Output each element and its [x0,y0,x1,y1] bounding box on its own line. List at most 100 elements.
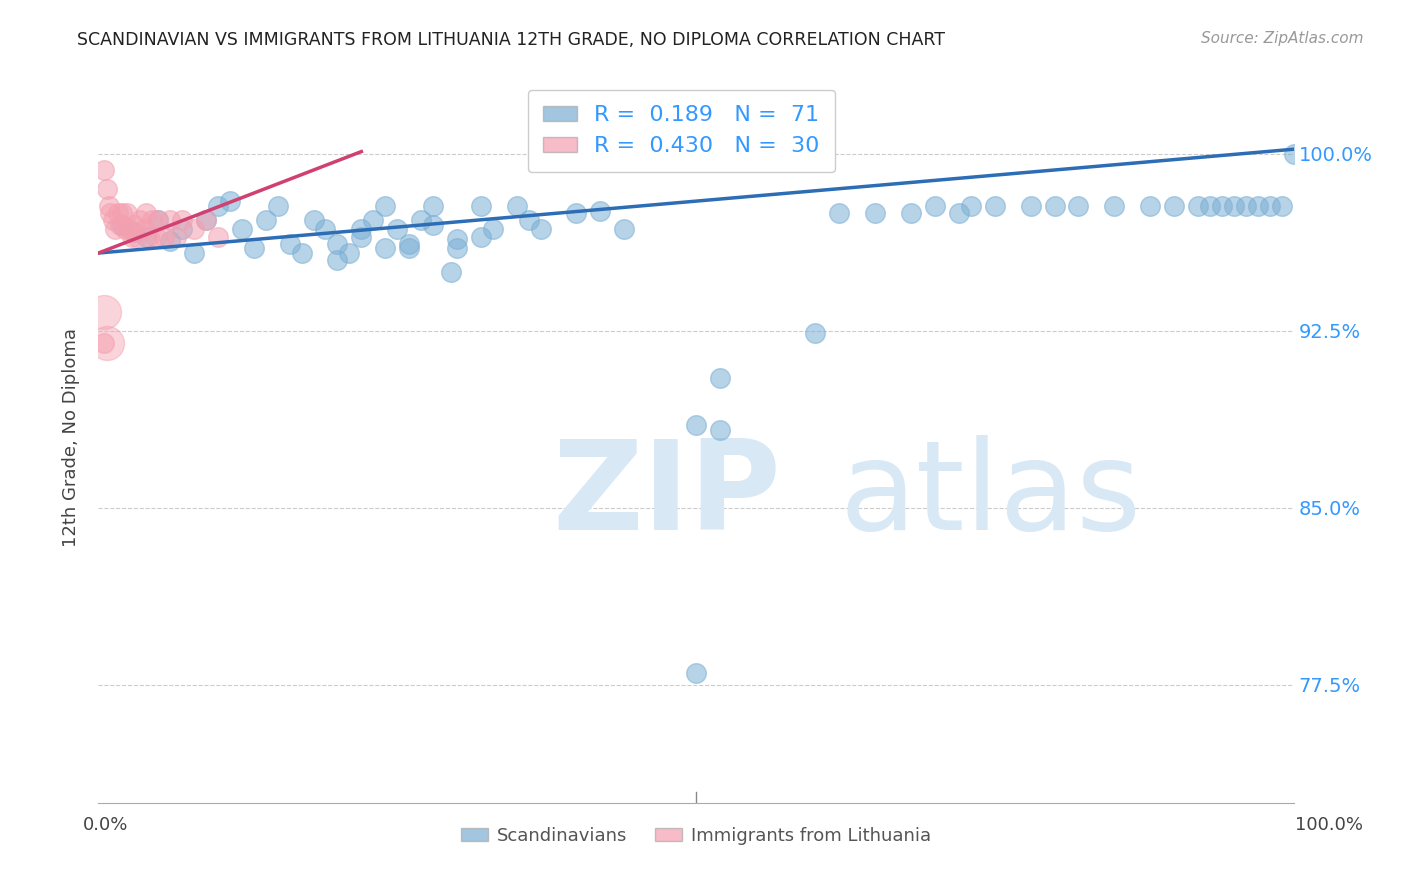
Point [111,218,134,232]
Point [385,222,409,236]
Point [326,236,349,251]
Point [124,225,146,239]
Point [96,335,118,350]
Point [1019,199,1042,213]
Point [114,222,136,236]
Point [104,222,127,236]
Point [613,222,636,236]
Point [350,222,373,236]
Point [135,229,157,244]
Point [98,199,121,213]
Point [422,199,444,213]
Point [125,229,148,244]
Point [1282,147,1305,161]
Point [129,213,152,227]
Point [159,213,181,227]
Point [374,199,396,213]
Point [1211,199,1233,213]
Point [1258,199,1281,213]
Point [411,213,433,227]
Text: 0.0%: 0.0% [83,816,128,834]
Point [470,229,492,244]
Point [254,213,277,227]
Point [172,222,194,236]
Point [172,213,194,227]
Point [565,206,588,220]
Point [589,203,612,218]
Point [141,213,163,227]
Point [440,265,463,279]
Point [183,246,205,260]
Point [1043,199,1066,213]
Point [1187,199,1209,213]
Point [159,234,181,248]
Point [111,206,134,220]
Point [165,229,187,244]
Text: 100.0%: 100.0% [1295,816,1362,834]
Point [195,213,218,227]
Point [685,418,707,433]
Point [924,199,946,213]
Point [1234,199,1257,213]
Point [108,218,131,232]
Point [93,335,115,350]
Point [107,206,129,220]
Point [481,222,505,236]
Point [984,199,1007,213]
Point [121,229,143,244]
Point [219,194,242,208]
Legend: Scandinavians, Immigrants from Lithuania: Scandinavians, Immigrants from Lithuania [454,820,938,852]
Point [709,423,731,437]
Point [960,199,983,213]
Point [96,182,118,196]
Point [900,206,922,220]
Point [1139,199,1161,213]
Point [1271,199,1294,213]
Point [506,199,529,213]
Point [207,229,229,244]
Point [124,218,146,232]
Point [267,199,290,213]
Point [530,222,553,236]
Point [709,371,731,385]
Point [363,213,385,227]
Point [517,213,540,227]
Point [1163,199,1185,213]
Point [339,246,361,260]
Point [326,253,349,268]
Point [291,246,314,260]
Point [398,236,420,251]
Text: Source: ZipAtlas.com: Source: ZipAtlas.com [1201,31,1364,46]
Point [98,206,122,220]
Point [398,241,420,255]
Point [804,326,827,341]
Point [207,199,229,213]
Point [153,229,176,244]
Text: SCANDINAVIAN VS IMMIGRANTS FROM LITHUANIA 12TH GRADE, NO DIPLOMA CORRELATION CHA: SCANDINAVIAN VS IMMIGRANTS FROM LITHUANI… [77,31,945,49]
Point [195,213,218,227]
Point [135,206,157,220]
Point [93,305,115,319]
Point [118,222,141,236]
Point [446,241,468,255]
Point [470,199,492,213]
Point [115,206,138,220]
Text: ZIP: ZIP [553,435,782,556]
Point [1199,199,1222,213]
Point [1067,199,1090,213]
Point [865,206,887,220]
Point [315,222,337,236]
Point [446,232,468,246]
Point [1104,199,1126,213]
Point [138,229,160,244]
Point [231,222,253,236]
Point [685,666,707,681]
Point [302,213,325,227]
Point [948,206,970,220]
Point [374,241,396,255]
Point [145,229,167,244]
Text: atlas: atlas [839,435,1142,556]
Point [828,206,851,220]
Point [422,218,444,232]
Point [243,241,266,255]
